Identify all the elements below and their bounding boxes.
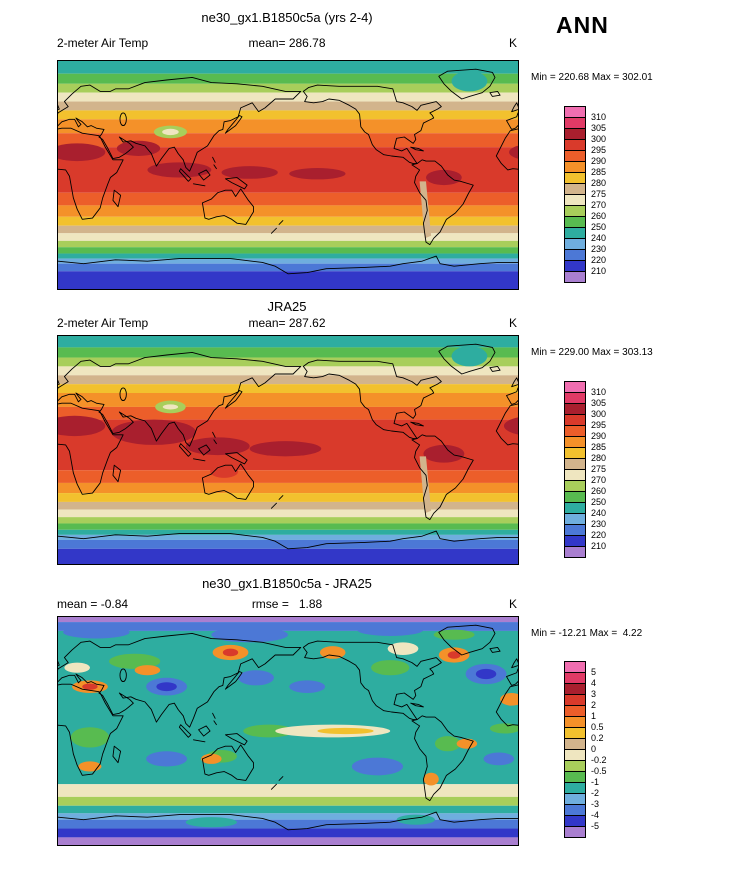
map-difference xyxy=(57,616,519,846)
panel1-variable-label: 2-meter Air Temp xyxy=(57,36,149,50)
panel1-title: ne30_gx1.B1850c5a (yrs 2-4) xyxy=(201,10,373,25)
panel1-units-label: K xyxy=(508,36,517,50)
panel3-units-label: K xyxy=(508,597,517,611)
panel3-mean-label: mean = -0.84 xyxy=(57,597,129,611)
colorbar-model: 310 305 300 295 290 285 280 275 270 260 250 240 230 2… xyxy=(564,106,634,283)
anomaly-blobs-difference xyxy=(63,623,518,828)
season-label: ANN xyxy=(556,12,609,38)
map-obs xyxy=(57,335,519,565)
map-model xyxy=(57,60,519,290)
panel3-minmax-label: Min = -12.21 Max = 4.22 xyxy=(531,628,643,639)
anomaly-blobs-obs xyxy=(58,346,518,514)
panel2-mean-label: mean= 287.62 xyxy=(248,316,326,330)
panel2-minmax-label: Min = 229.00 Max = 303.13 xyxy=(531,347,653,358)
panel2-variable-label: 2-meter Air Temp xyxy=(57,316,149,330)
panel3-rmse-label: rmse = 1.88 xyxy=(251,597,323,611)
colorbar-obs: 310 305 300 295 290 285 280 275 270 260 250 240 230 2… xyxy=(564,381,634,558)
zonal-bands-obs xyxy=(58,336,518,564)
panel3-title: ne30_gx1.B1850c5a - JRA25 xyxy=(202,576,372,591)
panel2-units-label: K xyxy=(508,316,517,330)
panel1-mean-label: mean= 286.78 xyxy=(248,36,326,50)
colorbar-difference: 5 4 3 2 1 0.5 0.2 0 -0.2 -0.5 -1 -2 -3 -4 -5 xyxy=(564,661,634,838)
panel1-minmax-label: Min = 220.68 Max = 302.01 xyxy=(531,72,653,83)
panel2-title: JRA25 xyxy=(267,299,307,314)
